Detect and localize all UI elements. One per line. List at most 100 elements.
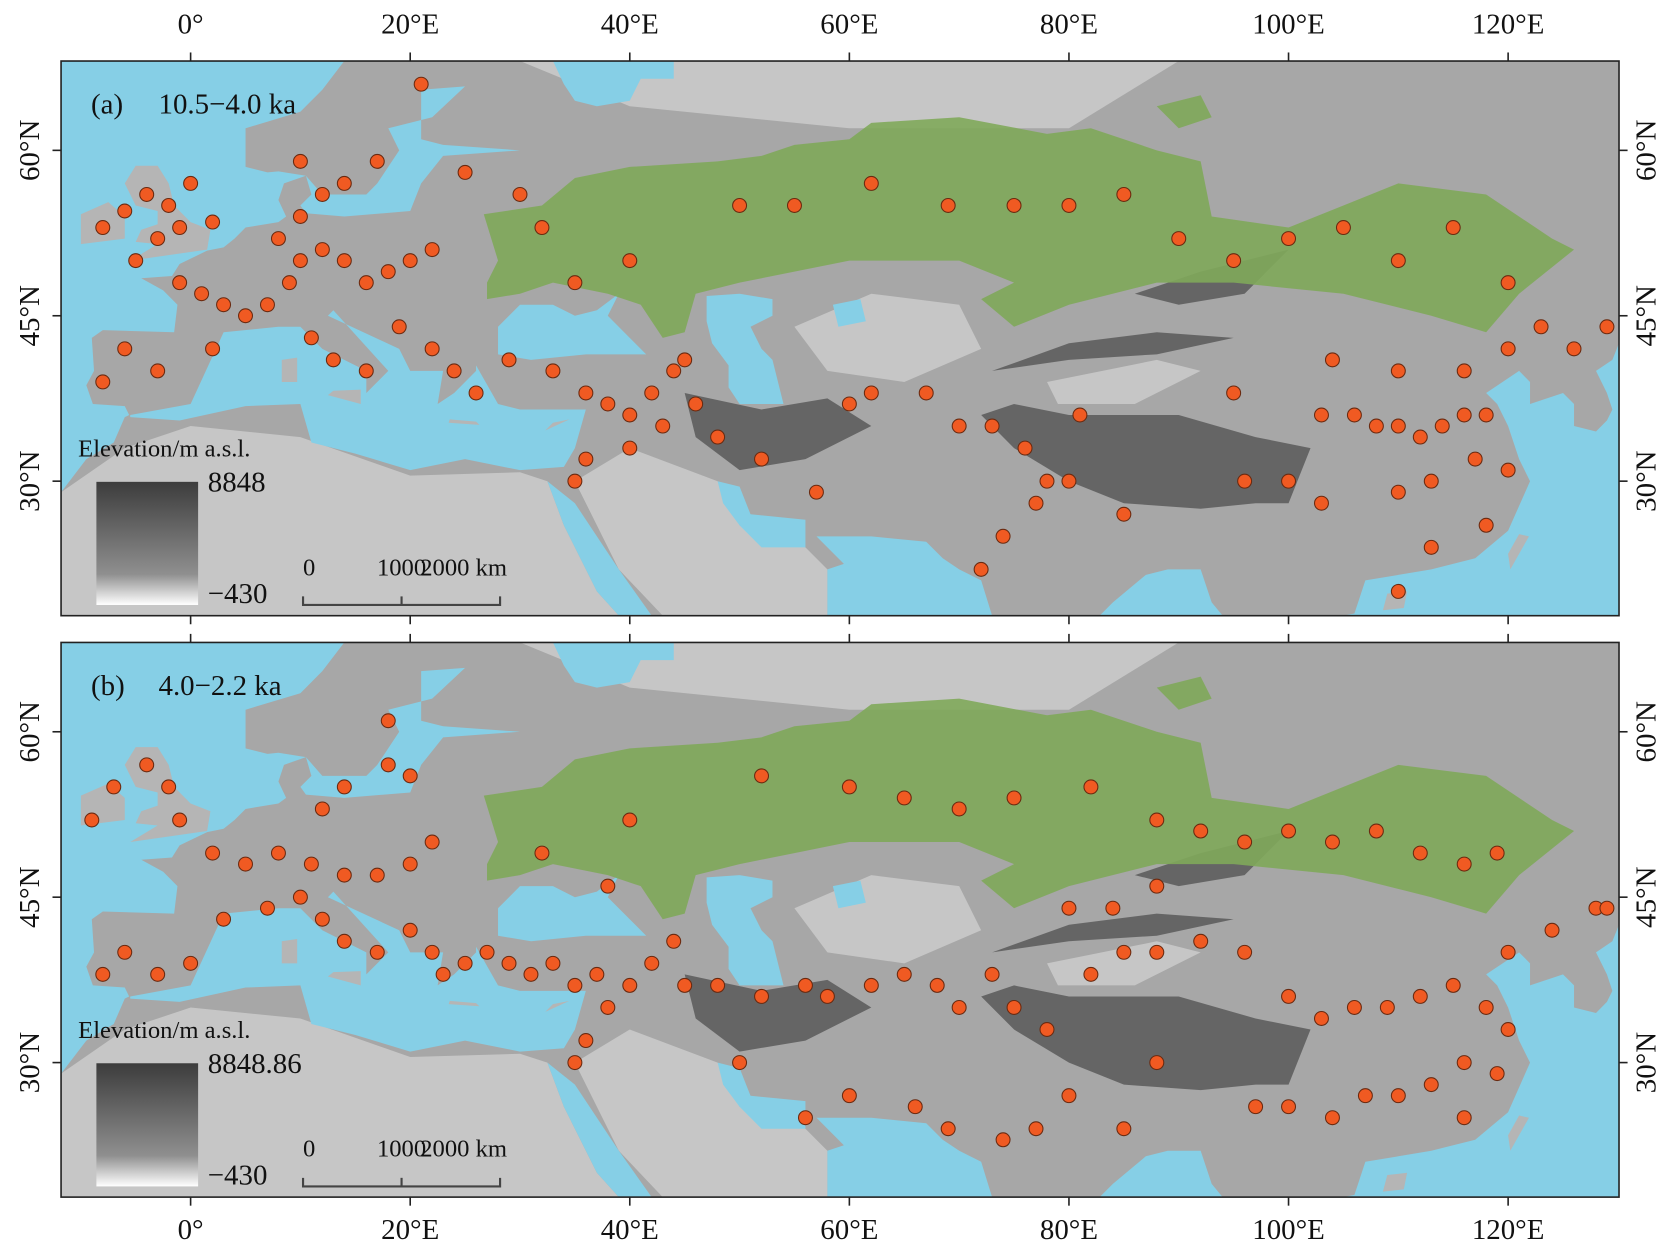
- island: [545, 1000, 570, 1012]
- site: [863, 977, 879, 993]
- site: [172, 220, 188, 236]
- site: [172, 812, 188, 828]
- site: [655, 418, 671, 434]
- site: [578, 451, 594, 467]
- site: [1434, 418, 1450, 434]
- site: [1149, 878, 1165, 894]
- lowland: [1047, 359, 1201, 404]
- site: [1467, 451, 1483, 467]
- site: [600, 396, 616, 412]
- island: [1508, 1115, 1529, 1151]
- site: [973, 561, 989, 577]
- site: [622, 977, 638, 993]
- site: [754, 451, 770, 467]
- x-tick-label: 0°: [178, 1214, 204, 1246]
- site: [732, 197, 748, 213]
- site: [907, 1099, 923, 1115]
- site: [666, 363, 682, 379]
- site: [1368, 823, 1384, 839]
- site: [622, 407, 638, 423]
- site: [150, 231, 166, 247]
- site: [314, 186, 330, 202]
- map-frame: [60, 641, 1620, 1198]
- site: [644, 955, 660, 971]
- site: [1281, 823, 1297, 839]
- site: [1226, 385, 1242, 401]
- site: [841, 396, 857, 412]
- site: [677, 352, 693, 368]
- island: [281, 357, 298, 382]
- site: [1061, 1088, 1077, 1104]
- site: [863, 385, 879, 401]
- site: [336, 175, 352, 191]
- y-tick-label: 60°N: [1631, 120, 1663, 181]
- site: [732, 1055, 748, 1071]
- site: [1390, 484, 1406, 500]
- site: [1149, 812, 1165, 828]
- map-panel: [61, 642, 1620, 1198]
- panel-period: 10.5−4.0 ka: [158, 89, 296, 121]
- panel-tag: (b): [91, 670, 125, 702]
- site: [1390, 1088, 1406, 1104]
- site: [918, 385, 934, 401]
- x-tick-label: 40°E: [601, 1214, 659, 1246]
- site: [567, 1055, 583, 1071]
- sea: [717, 1062, 806, 1129]
- site: [951, 999, 967, 1015]
- site: [380, 264, 396, 280]
- site: [1456, 407, 1472, 423]
- site: [1368, 418, 1384, 434]
- site: [380, 757, 396, 773]
- site: [1324, 1110, 1340, 1126]
- y-tick-label: 45°N: [14, 866, 46, 927]
- site: [117, 341, 133, 357]
- site: [1149, 944, 1165, 960]
- sea: [832, 880, 866, 909]
- site: [1006, 790, 1022, 806]
- site: [479, 944, 495, 960]
- site: [1456, 1055, 1472, 1071]
- site: [1566, 341, 1582, 357]
- site: [995, 1132, 1011, 1148]
- site: [1116, 944, 1132, 960]
- site: [1061, 900, 1077, 916]
- site: [435, 966, 451, 982]
- x-tick-label: 120°E: [1472, 1214, 1545, 1246]
- site: [1456, 1110, 1472, 1126]
- site: [1456, 856, 1472, 872]
- site: [1489, 1066, 1505, 1082]
- site: [1281, 473, 1297, 489]
- site: [270, 231, 286, 247]
- site: [1324, 834, 1340, 850]
- site: [1017, 440, 1033, 456]
- site: [1313, 1010, 1329, 1026]
- site: [1390, 253, 1406, 269]
- site: [622, 812, 638, 828]
- site: [1237, 944, 1253, 960]
- site: [270, 845, 286, 861]
- site: [666, 933, 682, 949]
- elevation-ramp: [96, 481, 199, 605]
- site: [391, 319, 407, 335]
- site: [896, 790, 912, 806]
- site: [1281, 1099, 1297, 1115]
- site: [1346, 407, 1362, 423]
- site: [303, 330, 319, 346]
- island: [1382, 1172, 1408, 1192]
- site: [446, 363, 462, 379]
- lowland: [574, 448, 828, 616]
- legend-title: Elevation/m a.s.l.: [78, 435, 250, 462]
- site: [336, 779, 352, 795]
- sea: [300, 86, 520, 217]
- island: [327, 389, 361, 404]
- site: [1456, 363, 1472, 379]
- y-tick-label: 60°N: [1631, 701, 1663, 762]
- site: [1324, 352, 1340, 368]
- site: [1039, 1022, 1055, 1037]
- site: [1237, 834, 1253, 850]
- site: [863, 175, 879, 191]
- legend-max: 8848.86: [208, 1048, 302, 1080]
- site: [238, 856, 254, 872]
- x-tick-label: 40°E: [601, 8, 659, 40]
- y-tick-label: 45°N: [1631, 285, 1663, 346]
